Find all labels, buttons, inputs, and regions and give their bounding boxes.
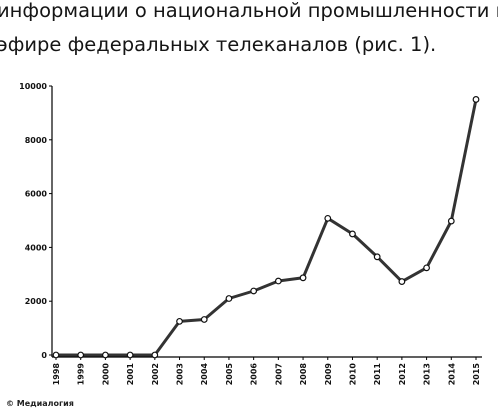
x-tick-label: 2007 <box>274 363 283 385</box>
x-tick-label: 2012 <box>398 363 407 385</box>
x-tick-label: 2014 <box>447 363 456 386</box>
data-point <box>200 316 208 323</box>
x-tick-label: 2001 <box>126 363 135 386</box>
y-tick-label: 6000 <box>25 190 48 199</box>
y-tick-label: 8000 <box>25 136 48 145</box>
x-axis-ticks: 1998 1999 2000 2001 2002 2003 2004 2005 2006 2007… <box>52 357 481 385</box>
x-tick-label: 2004 <box>200 363 209 386</box>
x-tick-label: 2000 <box>101 363 110 386</box>
x-tick-label: 2005 <box>225 363 234 386</box>
chart-axes <box>51 86 482 358</box>
x-tick-label: 2010 <box>348 363 357 386</box>
x-tick-label: 2003 <box>176 363 185 385</box>
x-tick-label: 2006 <box>250 363 259 386</box>
data-point <box>151 351 159 359</box>
paragraph-line-2: эфире федеральных телеканалов (рис. 1). <box>0 33 437 56</box>
y-tick-label: 10000 <box>19 82 47 91</box>
x-tick-label: 2013 <box>423 363 432 385</box>
paragraph-line-1: информации о национальной промышленности… <box>0 0 498 22</box>
data-point <box>126 351 134 359</box>
data-point <box>423 264 430 272</box>
data-point <box>274 277 282 285</box>
x-tick-label: 1999 <box>77 363 86 386</box>
data-point <box>52 351 60 359</box>
x-tick-label: 2011 <box>373 363 382 386</box>
y-tick-label: 4000 <box>25 243 48 252</box>
data-point <box>472 96 480 103</box>
series-line <box>56 99 478 357</box>
x-tick-label: 2009 <box>324 363 333 386</box>
y-axis-ticks: 0 2000 4000 6000 8000 10000 <box>19 82 52 360</box>
y-tick-label: 0 <box>41 351 47 360</box>
x-tick-label: 2002 <box>151 363 160 385</box>
data-point <box>176 317 183 325</box>
data-point <box>349 230 356 238</box>
data-point <box>250 287 258 295</box>
x-tick-label: 1998 <box>52 363 61 386</box>
data-point <box>102 351 109 359</box>
watermark-text: © Медиалогия <box>6 399 74 408</box>
chart-series <box>52 96 480 359</box>
data-point <box>299 274 307 282</box>
y-tick-label: 2000 <box>25 297 48 306</box>
data-point <box>324 214 332 222</box>
data-point <box>373 253 381 261</box>
data-point <box>225 295 233 302</box>
x-tick-label: 2015 <box>472 363 481 386</box>
data-point <box>447 217 455 225</box>
data-point <box>398 278 406 285</box>
data-point <box>77 351 85 359</box>
x-tick-label: 2008 <box>299 363 308 386</box>
